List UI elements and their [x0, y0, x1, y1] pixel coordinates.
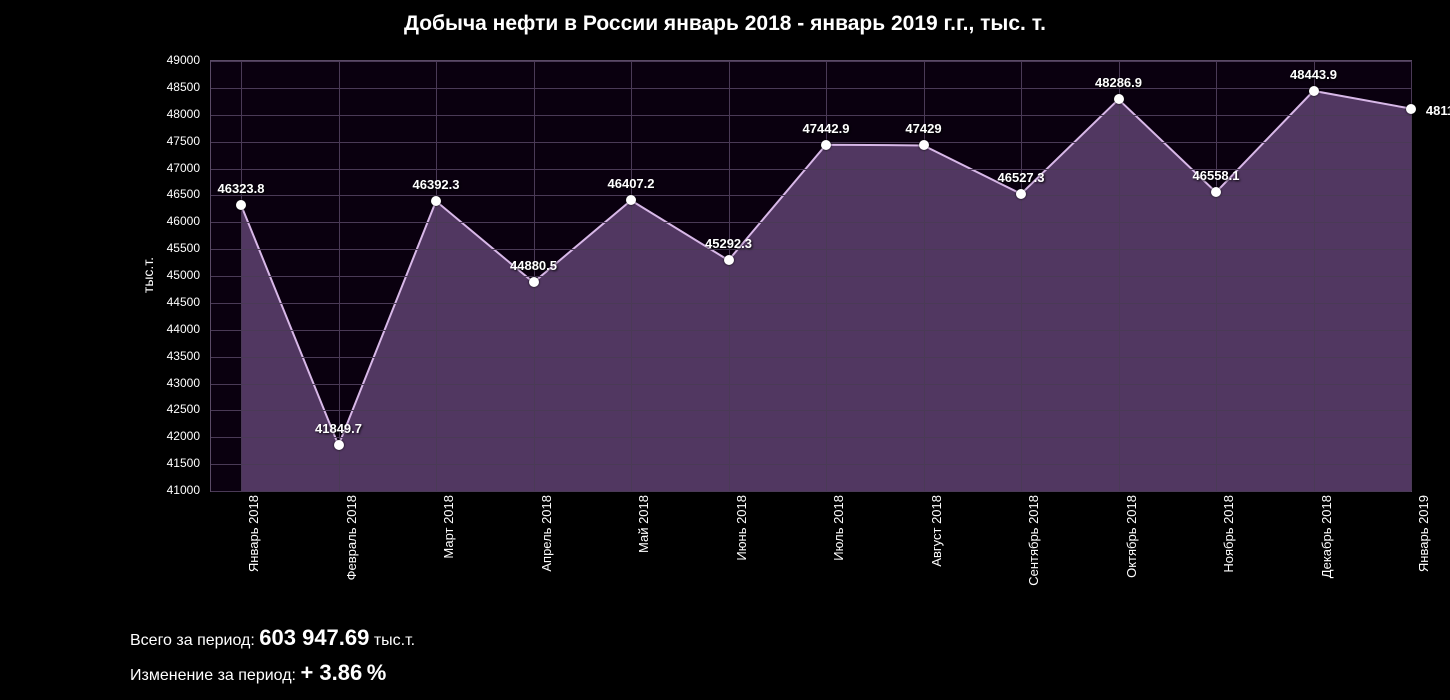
y-tick-label: 42500 — [145, 402, 200, 416]
y-tick-label: 49000 — [145, 53, 200, 67]
summary-change-value: + 3.86 — [300, 660, 362, 685]
y-tick-label: 44000 — [145, 322, 200, 336]
gridline-v — [534, 61, 535, 491]
summary-change-label: Изменение за период: — [130, 667, 296, 684]
gridline-v — [1411, 61, 1412, 491]
summary-total: Всего за период: 603 947.69 тыс.т. — [130, 625, 415, 651]
gridline-h — [211, 195, 1411, 196]
gridline-h — [211, 384, 1411, 385]
y-tick-label: 47000 — [145, 161, 200, 175]
data-label: 46323.8 — [218, 181, 265, 196]
gridline-v — [436, 61, 437, 491]
chart-container: Добыча нефти в России январь 2018 - янва… — [0, 0, 1450, 700]
gridline-h — [211, 303, 1411, 304]
x-tick-label: Ноябрь 2018 — [1221, 495, 1236, 573]
gridline-h — [211, 249, 1411, 250]
data-label: 46392.3 — [413, 177, 460, 192]
data-label: 48113.8 — [1426, 103, 1450, 118]
x-tick-label: Январь 2019 — [1416, 495, 1431, 572]
gridline-v — [631, 61, 632, 491]
y-tick-label: 45000 — [145, 268, 200, 282]
y-tick-label: 45500 — [145, 241, 200, 255]
gridline-h — [211, 88, 1411, 89]
data-label: 44880.5 — [510, 258, 557, 273]
y-tick-label: 43000 — [145, 376, 200, 390]
y-tick-label: 41500 — [145, 456, 200, 470]
y-tick-label: 46000 — [145, 214, 200, 228]
gridline-h — [211, 357, 1411, 358]
y-tick-label: 44500 — [145, 295, 200, 309]
x-tick-label: Май 2018 — [636, 495, 651, 553]
data-marker — [1406, 104, 1416, 114]
data-label: 48443.9 — [1290, 67, 1337, 82]
gridline-h — [211, 410, 1411, 411]
x-tick-label: Март 2018 — [441, 495, 456, 559]
summary-total-label: Всего за период: — [130, 632, 255, 649]
data-label: 47442.9 — [803, 121, 850, 136]
chart-area: тыс.т. 46323.841849.746392.344880.546407… — [150, 60, 1410, 490]
gridline-h — [211, 437, 1411, 438]
chart-title: Добыча нефти в России январь 2018 - янва… — [0, 12, 1450, 36]
data-marker — [334, 440, 344, 450]
x-tick-label: Август 2018 — [929, 495, 944, 567]
x-tick-label: Декабрь 2018 — [1319, 495, 1334, 578]
gridline-h — [211, 61, 1411, 62]
summary-total-unit: тыс.т. — [374, 632, 415, 649]
gridline-v — [1216, 61, 1217, 491]
x-tick-label: Июнь 2018 — [734, 495, 749, 561]
y-tick-label: 48000 — [145, 107, 200, 121]
x-tick-label: Апрель 2018 — [539, 495, 554, 572]
y-tick-label: 43500 — [145, 349, 200, 363]
gridline-h — [211, 115, 1411, 116]
x-tick-label: Сентябрь 2018 — [1026, 495, 1041, 586]
gridline-v — [1021, 61, 1022, 491]
data-label: 45292.3 — [705, 236, 752, 251]
data-marker — [1309, 86, 1319, 96]
y-tick-label: 47500 — [145, 134, 200, 148]
data-marker — [1114, 94, 1124, 104]
data-marker — [1016, 189, 1026, 199]
gridline-h — [211, 491, 1411, 492]
y-tick-label: 41000 — [145, 483, 200, 497]
data-label: 46407.2 — [608, 176, 655, 191]
data-marker — [821, 140, 831, 150]
x-tick-label: Июль 2018 — [831, 495, 846, 561]
gridline-h — [211, 276, 1411, 277]
data-label: 46558.1 — [1193, 168, 1240, 183]
data-marker — [724, 255, 734, 265]
summary-total-value: 603 947.69 — [259, 625, 369, 650]
x-tick-label: Февраль 2018 — [344, 495, 359, 580]
x-tick-label: Октябрь 2018 — [1124, 495, 1139, 578]
x-tick-label: Январь 2018 — [246, 495, 261, 572]
gridline-v — [1314, 61, 1315, 491]
data-label: 47429 — [905, 121, 941, 136]
data-label: 46527.3 — [998, 170, 1045, 185]
gridline-v — [241, 61, 242, 491]
data-marker — [236, 200, 246, 210]
summary-change: Изменение за период: + 3.86 % — [130, 660, 386, 686]
gridline-h — [211, 222, 1411, 223]
summary-change-unit: % — [367, 660, 387, 685]
gridline-v — [1119, 61, 1120, 491]
plot-area: 46323.8 41849.7 46392.3 44880.5 46407.2 45292… — [210, 60, 1412, 492]
gridline-v — [729, 61, 730, 491]
data-marker — [919, 140, 929, 150]
gridline-h — [211, 464, 1411, 465]
gridline-h — [211, 330, 1411, 331]
data-marker — [529, 277, 539, 287]
data-label: 41849.7 — [315, 421, 362, 436]
y-tick-label: 42000 — [145, 429, 200, 443]
y-tick-label: 46500 — [145, 187, 200, 201]
y-tick-label: 48500 — [145, 80, 200, 94]
gridline-h — [211, 142, 1411, 143]
data-label: 48286.9 — [1095, 75, 1142, 90]
